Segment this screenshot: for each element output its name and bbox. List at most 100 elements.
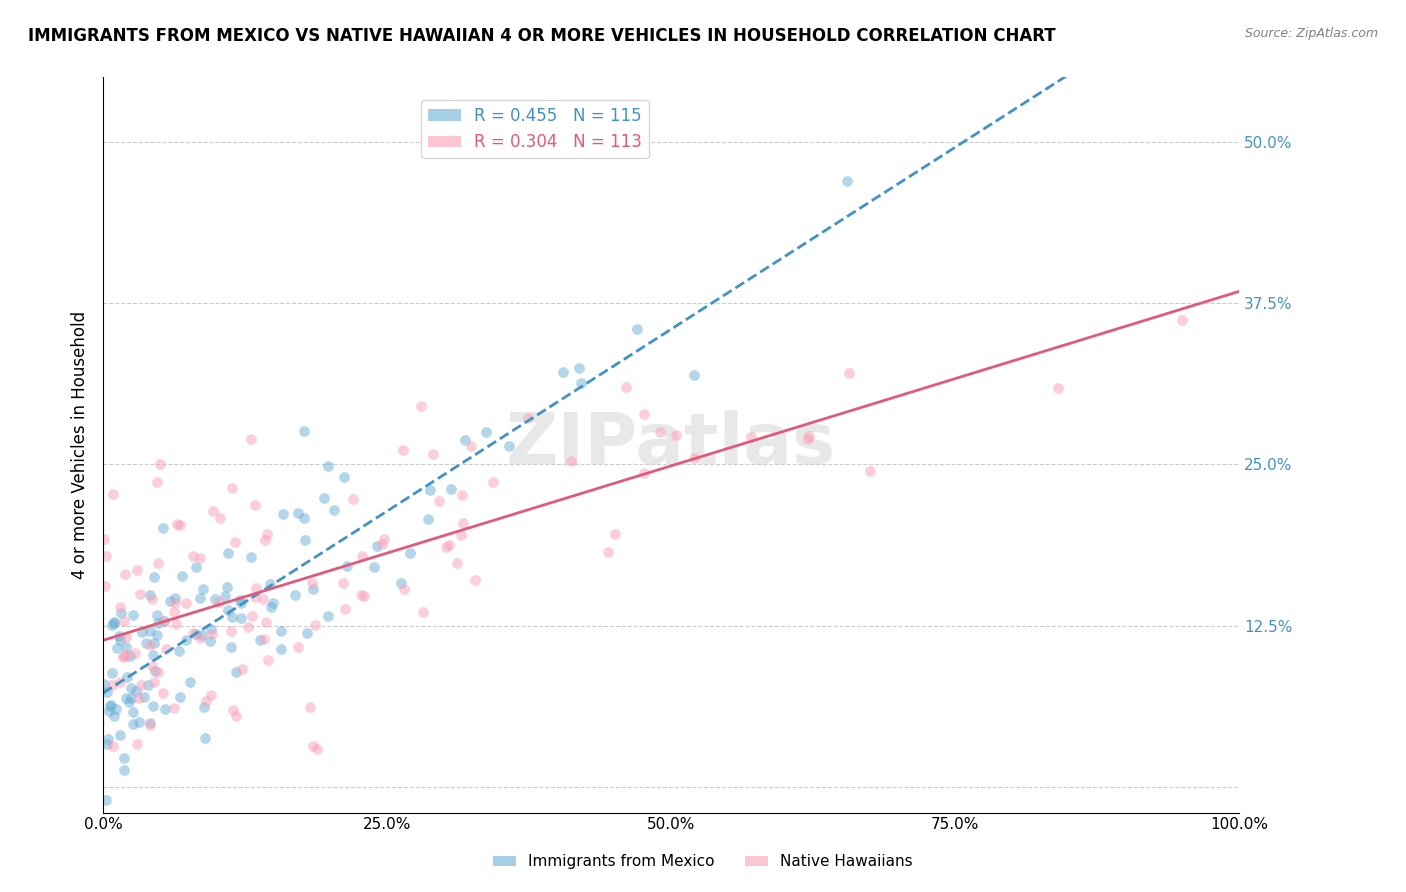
Point: [145, 607, 167, 622]
Point: [104, 701, 127, 715]
Point: [253, 632, 276, 646]
Point: [399, 546, 422, 560]
Point: [796, 432, 818, 446]
Point: [93, 579, 115, 593]
Point: [169, 517, 191, 532]
Point: [231, 596, 253, 610]
Point: [101, 618, 124, 632]
Point: [110, 633, 132, 648]
Point: [256, 527, 278, 541]
Point: [464, 573, 486, 587]
Point: [243, 498, 266, 512]
Point: [270, 624, 292, 638]
Point: [117, 695, 139, 709]
Point: [304, 618, 326, 632]
Point: [302, 739, 325, 753]
Point: [98, 698, 121, 713]
Point: [450, 487, 472, 501]
Point: [146, 556, 169, 570]
Point: [287, 506, 309, 520]
Point: [107, 629, 129, 643]
Point: [217, 546, 239, 560]
Point: [422, 447, 444, 461]
Text: IMMIGRANTS FROM MEXICO VS NATIVE HAWAIIAN 4 OR MORE VEHICLES IN HOUSEHOLD CORREL: IMMIGRANTS FROM MEXICO VS NATIVE HAWAIIA…: [28, 27, 1056, 45]
Point: [143, 675, 166, 690]
Point: [165, 591, 187, 605]
Point: [193, 699, 215, 714]
Point: [93, 677, 115, 691]
Point: [353, 589, 375, 603]
Point: [229, 611, 252, 625]
Point: [112, 751, 135, 765]
Point: [349, 588, 371, 602]
Point: [299, 700, 322, 714]
Point: [141, 658, 163, 673]
Point: [221, 610, 243, 624]
Point: [305, 742, 328, 756]
Point: [100, 698, 122, 712]
Point: [416, 511, 439, 525]
Point: [143, 570, 166, 584]
Point: [450, 528, 472, 542]
Point: [135, 635, 157, 649]
Point: [169, 690, 191, 705]
Point: [179, 675, 201, 690]
Point: [152, 521, 174, 535]
Point: [112, 763, 135, 777]
Point: [249, 633, 271, 648]
Point: [142, 648, 165, 662]
Point: [614, 380, 637, 394]
Point: [284, 588, 307, 602]
Point: [474, 425, 496, 439]
Point: [181, 626, 204, 640]
Point: [103, 739, 125, 753]
Point: [219, 640, 242, 654]
Point: [229, 592, 252, 607]
Point: [316, 458, 339, 473]
Point: [1047, 381, 1070, 395]
Point: [440, 483, 463, 497]
Point: [184, 627, 207, 641]
Point: [112, 650, 135, 665]
Point: [605, 527, 627, 541]
Point: [188, 632, 211, 646]
Point: [132, 690, 155, 704]
Point: [139, 715, 162, 730]
Point: [120, 649, 142, 664]
Point: [217, 603, 239, 617]
Point: [167, 644, 190, 658]
Point: [287, 640, 309, 654]
Point: [837, 173, 859, 187]
Point: [172, 569, 194, 583]
Point: [163, 701, 186, 715]
Point: [560, 454, 582, 468]
Point: [112, 614, 135, 628]
Point: [260, 600, 283, 615]
Point: [115, 630, 138, 644]
Point: [138, 717, 160, 731]
Point: [163, 605, 186, 619]
Point: [517, 410, 540, 425]
Point: [115, 648, 138, 662]
Point: [112, 649, 135, 664]
Point: [114, 567, 136, 582]
Point: [128, 715, 150, 730]
Point: [174, 595, 197, 609]
Point: [333, 601, 356, 615]
Point: [224, 535, 246, 549]
Point: [253, 533, 276, 548]
Point: [626, 322, 648, 336]
Point: [838, 366, 860, 380]
Point: [131, 625, 153, 640]
Point: [120, 691, 142, 706]
Point: [152, 614, 174, 628]
Point: [201, 626, 224, 640]
Point: [366, 539, 388, 553]
Point: [221, 481, 243, 495]
Point: [568, 360, 591, 375]
Point: [633, 407, 655, 421]
Point: [429, 494, 451, 508]
Point: [129, 678, 152, 692]
Point: [245, 591, 267, 605]
Point: [103, 709, 125, 723]
